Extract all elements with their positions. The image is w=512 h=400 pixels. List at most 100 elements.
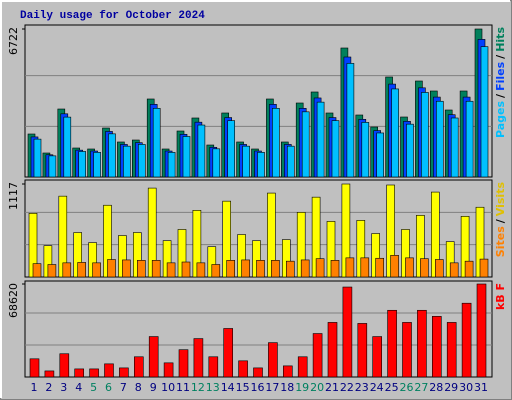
x-tick-label: 2 bbox=[45, 381, 52, 394]
bar bbox=[178, 349, 189, 378]
bar bbox=[327, 322, 338, 378]
bar bbox=[32, 263, 42, 278]
bar bbox=[315, 258, 325, 278]
x-tick-label: 8 bbox=[135, 381, 142, 394]
bar bbox=[297, 356, 308, 378]
bar bbox=[405, 257, 414, 278]
bar bbox=[33, 138, 42, 178]
bar bbox=[92, 262, 101, 278]
x-tick-label: 13 bbox=[206, 381, 220, 394]
bar bbox=[163, 362, 174, 378]
bar bbox=[137, 260, 146, 278]
legend-entry: Pages bbox=[494, 100, 507, 138]
bar bbox=[59, 353, 70, 378]
bar bbox=[331, 120, 340, 178]
bar bbox=[227, 120, 235, 178]
bar bbox=[122, 259, 131, 278]
bar bbox=[47, 264, 57, 278]
bar bbox=[282, 365, 293, 378]
y-tick-label: 68620 bbox=[7, 283, 20, 318]
bar bbox=[464, 260, 474, 278]
chart-title: Daily usage for October 2024 bbox=[20, 10, 205, 22]
bar bbox=[138, 144, 146, 178]
bar bbox=[390, 255, 399, 278]
bar bbox=[196, 262, 206, 278]
bar bbox=[74, 368, 84, 378]
bar bbox=[375, 257, 385, 278]
x-tick-label: 21 bbox=[325, 381, 339, 394]
legend: Sites /Visits bbox=[494, 182, 507, 258]
bar bbox=[62, 262, 72, 278]
x-tick-label: 10 bbox=[161, 381, 175, 394]
bar bbox=[123, 145, 131, 178]
bar bbox=[151, 260, 161, 278]
x-tick-label: 14 bbox=[221, 381, 235, 394]
y-tick-label: 6722 bbox=[7, 27, 20, 55]
bar bbox=[253, 367, 263, 378]
x-tick-label: 12 bbox=[191, 381, 205, 394]
bar bbox=[197, 124, 206, 178]
bar bbox=[242, 145, 250, 178]
legend-separator: / bbox=[494, 218, 507, 223]
x-tick-label: 4 bbox=[75, 381, 82, 394]
bar bbox=[312, 333, 323, 378]
bar bbox=[166, 262, 176, 278]
y-tick-label: 1117 bbox=[7, 182, 20, 210]
x-tick-label: 20 bbox=[310, 381, 324, 394]
bar bbox=[63, 116, 72, 178]
bar bbox=[387, 309, 397, 378]
bar bbox=[272, 108, 280, 178]
bar bbox=[108, 133, 116, 178]
bar bbox=[77, 262, 86, 278]
x-tick-label: 18 bbox=[280, 381, 294, 394]
bar bbox=[420, 258, 429, 278]
bar bbox=[182, 136, 191, 178]
bar bbox=[449, 262, 459, 278]
x-tick-label: 17 bbox=[265, 381, 279, 394]
bar bbox=[301, 111, 310, 178]
x-tick-label: 15 bbox=[236, 381, 250, 394]
bar bbox=[167, 152, 176, 178]
bar bbox=[316, 101, 325, 178]
bar bbox=[417, 309, 427, 378]
bar bbox=[89, 368, 99, 378]
bar bbox=[330, 260, 340, 278]
bar bbox=[286, 145, 295, 178]
legend-entry: Files bbox=[494, 61, 507, 91]
bar bbox=[211, 264, 221, 278]
bar bbox=[345, 257, 355, 278]
bar bbox=[181, 261, 191, 278]
bar bbox=[431, 316, 442, 378]
bar bbox=[238, 360, 248, 378]
legend-entry: Visits bbox=[494, 182, 507, 217]
bar bbox=[29, 358, 40, 378]
bar bbox=[346, 63, 355, 178]
bar bbox=[119, 367, 129, 378]
legend-entry: kB F bbox=[494, 283, 507, 310]
bar bbox=[223, 328, 233, 378]
x-tick-label: 7 bbox=[120, 381, 127, 394]
x-tick-label: 3 bbox=[60, 381, 67, 394]
bar bbox=[78, 151, 86, 178]
bar bbox=[391, 88, 399, 178]
x-tick-label: 29 bbox=[444, 381, 458, 394]
x-tick-label: 1 bbox=[31, 381, 38, 394]
bar bbox=[376, 132, 385, 178]
bar bbox=[241, 259, 250, 278]
legend: Pages / Files / Hits bbox=[494, 27, 507, 138]
legend-entry: Hits bbox=[494, 27, 507, 52]
bar bbox=[434, 259, 444, 278]
x-tick-label: 25 bbox=[385, 381, 399, 394]
legend-entry: Sites bbox=[494, 226, 507, 257]
x-tick-label: 19 bbox=[295, 381, 309, 394]
bar bbox=[104, 363, 114, 378]
x-tick-label: 9 bbox=[150, 381, 157, 394]
bar bbox=[107, 259, 116, 278]
x-tick-label: 11 bbox=[176, 381, 190, 394]
bar bbox=[435, 100, 444, 178]
bar bbox=[450, 117, 459, 178]
legend-separator: / bbox=[494, 93, 507, 98]
bar bbox=[360, 257, 370, 278]
